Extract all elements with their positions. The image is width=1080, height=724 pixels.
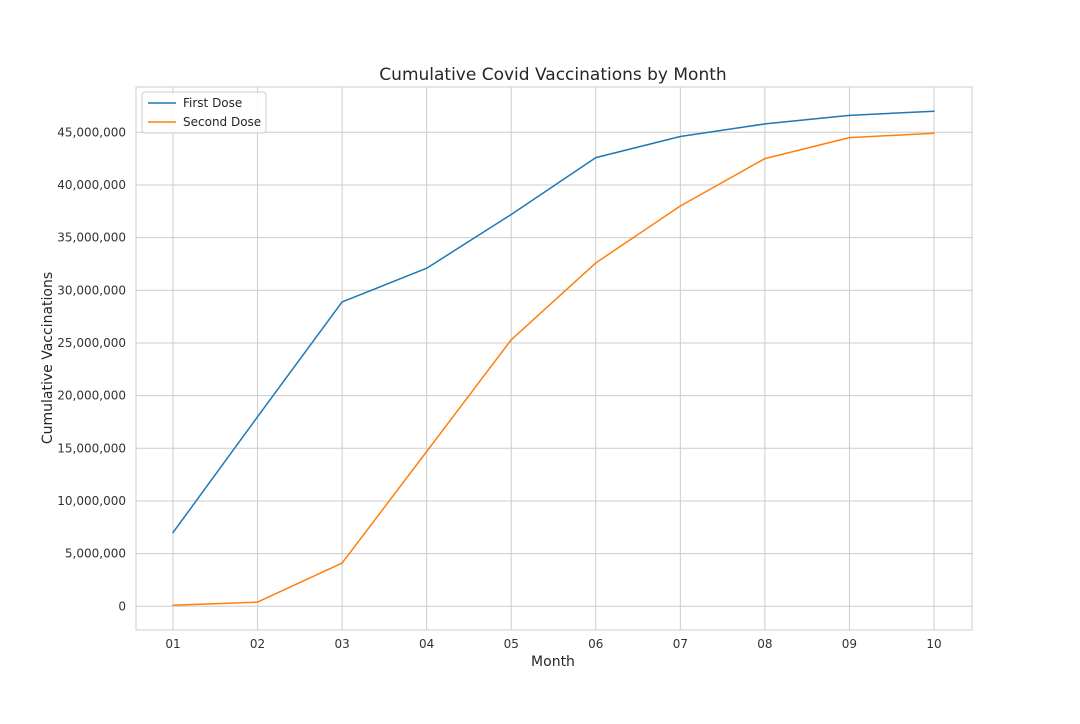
plot-frame: [135, 86, 973, 631]
y-axis-label: Cumulative Vaccinations: [40, 272, 56, 444]
x-tick-label: 10: [926, 637, 941, 651]
series-line-first-dose: [172, 110, 935, 534]
x-tick-label: 01: [165, 637, 180, 651]
chart-title: Cumulative Covid Vaccinations by Month: [379, 65, 726, 85]
legend-label-first-dose: First Dose: [183, 96, 242, 110]
series-line-second-dose: [172, 132, 935, 606]
x-tick-label: 09: [842, 637, 857, 651]
y-tick-label: 35,000,000: [57, 231, 126, 245]
y-tick-label: 40,000,000: [57, 178, 126, 192]
legend: First Dose Second Dose: [141, 91, 267, 134]
x-tick-label: 06: [588, 637, 603, 651]
x-tick-label: 08: [757, 637, 772, 651]
y-axis-ticks: 0 5,000,000 10,000,000 15,000,000 20,000,000…: [57, 125, 126, 613]
y-tick-label: 10,000,000: [57, 494, 126, 508]
x-tick-label: 04: [419, 637, 434, 651]
x-axis-ticks: 01 02 03 04 05 06 07 08 09 10: [165, 637, 941, 651]
x-tick-label: 02: [250, 637, 265, 651]
grid: [136, 87, 972, 630]
y-tick-label: 5,000,000: [65, 547, 126, 561]
series-lines: [172, 110, 935, 606]
y-tick-label: 30,000,000: [57, 283, 126, 297]
y-tick-label: 45,000,000: [57, 125, 126, 139]
y-tick-label: 0: [118, 599, 126, 613]
y-tick-label: 25,000,000: [57, 336, 126, 350]
x-tick-label: 07: [673, 637, 688, 651]
x-axis-label: Month: [531, 654, 575, 670]
x-tick-label: 05: [504, 637, 519, 651]
y-tick-label: 15,000,000: [57, 441, 126, 455]
x-tick-label: 03: [334, 637, 349, 651]
y-tick-label: 20,000,000: [57, 389, 126, 403]
legend-label-second-dose: Second Dose: [183, 115, 261, 129]
